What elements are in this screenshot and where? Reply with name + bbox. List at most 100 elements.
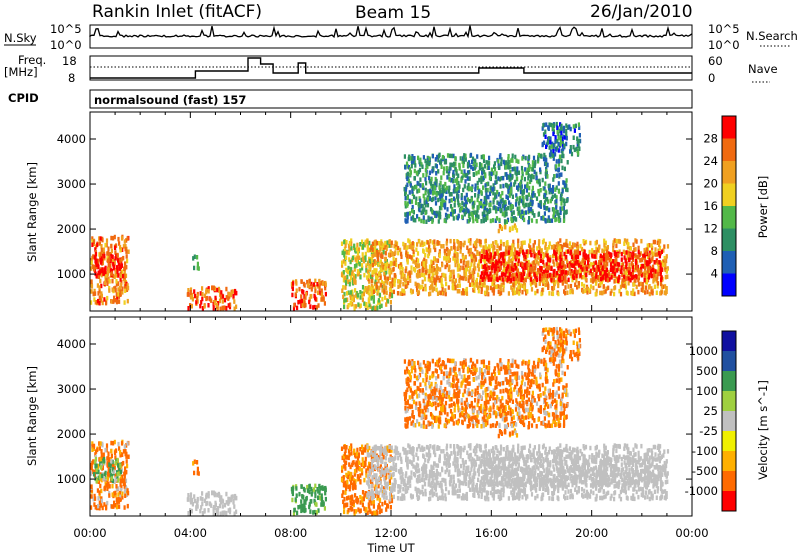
power-cell: [413, 156, 416, 161]
power-cell: [502, 280, 505, 285]
power-cell: [372, 253, 375, 258]
power-cell: [542, 273, 545, 279]
power-cell: [418, 239, 421, 244]
power-cell: [440, 193, 443, 198]
power-cell: [384, 266, 388, 271]
power-cell: [478, 166, 481, 171]
power-cell: [383, 275, 387, 280]
velocity-cell: [113, 465, 116, 471]
power-cell: [625, 261, 628, 267]
velocity-cell: [357, 507, 360, 512]
velocity-cell: [99, 457, 102, 462]
power-cell: [423, 276, 427, 282]
power-cell: [500, 290, 503, 296]
power-cell: [223, 297, 227, 303]
power-cell: [537, 243, 541, 248]
power-cell: [480, 287, 483, 292]
velocity-cell: [106, 456, 109, 461]
power-cell: [512, 239, 515, 245]
power-cell: [559, 134, 562, 140]
power-cell: [507, 259, 510, 265]
power-cell: [425, 180, 428, 186]
power-cell: [124, 288, 127, 293]
power-cell: [380, 264, 383, 270]
velocity-cell: [350, 446, 353, 451]
power-cell: [387, 263, 390, 269]
velocity-cell: [220, 495, 223, 500]
power-cell: [452, 286, 455, 291]
velocity-cell: [117, 492, 120, 497]
power-cell: [524, 155, 527, 161]
power-cell: [196, 255, 199, 260]
power-cell: [460, 275, 463, 281]
power-cell: [377, 278, 380, 284]
power-cell: [433, 280, 437, 286]
velocity-cell: [111, 478, 114, 484]
power-cell: [574, 282, 577, 287]
power-cell: [650, 258, 653, 263]
power-cell: [550, 245, 554, 250]
velocity-cell: [119, 494, 122, 499]
power-cell: [413, 160, 416, 165]
power-cell: [579, 243, 582, 249]
power-cell: [602, 253, 606, 258]
power-cell: [487, 277, 490, 282]
power-cell: [493, 260, 496, 265]
power-cell: [562, 267, 565, 272]
power-cell: [507, 154, 510, 159]
velocity-cell: [520, 445, 523, 451]
power-cell: [530, 167, 533, 172]
power-cell: [342, 259, 345, 264]
power-cell: [514, 179, 517, 185]
power-cell: [101, 300, 104, 306]
power-cell: [454, 166, 457, 171]
power-cell: [500, 282, 503, 288]
power-cell: [522, 188, 525, 194]
power-cell: [469, 152, 473, 158]
power-cell: [515, 199, 518, 204]
power-cell: [494, 192, 497, 197]
y-tick-label: 4000: [57, 132, 86, 146]
power-cell: [634, 247, 637, 252]
velocity-cell: [345, 445, 348, 450]
power-cell: [406, 283, 409, 289]
power-cell: [517, 159, 520, 164]
power-cell: [569, 271, 572, 276]
power-cell: [404, 284, 407, 289]
power-cell: [485, 207, 488, 213]
velocity-cell: [376, 510, 379, 516]
power-cell: [404, 165, 407, 170]
power-cell: [482, 175, 485, 180]
power-cell: [463, 240, 466, 246]
power-cell: [341, 260, 344, 265]
power-cell: [452, 269, 455, 275]
power-cell: [503, 263, 506, 268]
power-cell: [532, 243, 535, 248]
power-cell: [431, 219, 434, 224]
power-cell: [664, 274, 667, 280]
velocity-cell: [113, 469, 116, 475]
power-cell: [563, 180, 566, 186]
velocity-cell: [566, 448, 569, 453]
power-cell: [506, 240, 509, 245]
velocity-cell: [115, 487, 118, 492]
power-cell: [406, 203, 409, 208]
power-cell: [566, 249, 569, 254]
power-cell: [437, 241, 440, 246]
power-cell: [509, 245, 512, 250]
power-cell: [429, 180, 433, 185]
power-cell: [448, 275, 452, 281]
power-cell: [458, 278, 461, 283]
power-cell: [568, 246, 571, 252]
power-cell: [476, 218, 479, 223]
power-cell: [530, 252, 533, 258]
power-cell: [487, 247, 490, 252]
power-cell: [445, 252, 449, 258]
power-cell: [443, 160, 446, 165]
power-cell: [453, 245, 456, 250]
velocity-cell: [320, 493, 323, 498]
power-cell: [349, 292, 352, 298]
power-cell: [487, 274, 490, 279]
power-cell: [540, 248, 543, 253]
power-cell: [524, 265, 527, 270]
